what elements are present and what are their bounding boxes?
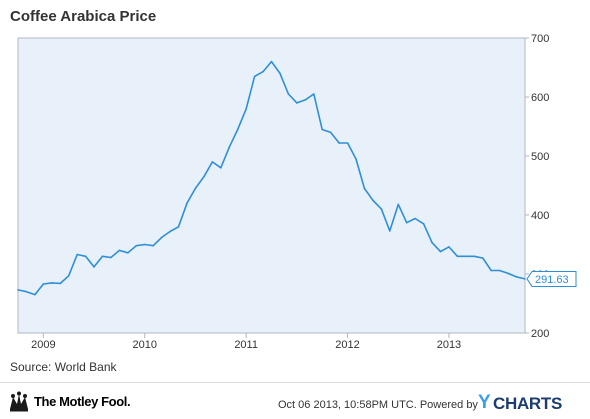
ycharts-logo[interactable]: Y CHARTS <box>478 392 588 414</box>
data-point <box>346 142 349 144</box>
data-point <box>490 269 493 272</box>
data-point <box>135 244 138 247</box>
y-tick-label: 700 <box>531 33 549 45</box>
y-tick-label: 500 <box>531 151 549 163</box>
motley-fool-wordmark: The Motley Fool. <box>34 394 131 409</box>
data-point <box>465 255 467 258</box>
data-point <box>152 244 154 247</box>
data-point <box>220 167 222 169</box>
data-point <box>177 226 180 228</box>
data-point <box>313 93 315 95</box>
data-point <box>422 223 425 225</box>
data-point <box>17 289 19 291</box>
data-point <box>270 60 273 63</box>
data-point <box>296 102 298 104</box>
data-point <box>34 293 36 296</box>
last-value-label: 291.63 <box>535 274 569 286</box>
data-point <box>414 217 416 220</box>
data-points <box>17 60 526 296</box>
y-tick-label: 600 <box>531 92 549 104</box>
data-point <box>287 93 290 95</box>
footer: The Motley Fool. Oct 06 2013, 10:58PM UT… <box>0 388 590 416</box>
timestamp: Oct 06 2013, 10:58PM UTC. Powered by <box>278 399 478 411</box>
data-point <box>228 146 231 148</box>
data-point <box>203 175 205 178</box>
y-tick-label: 200 <box>531 328 549 340</box>
data-point <box>84 255 87 258</box>
data-point <box>363 187 366 190</box>
data-point <box>355 158 357 160</box>
data-point <box>498 269 501 272</box>
x-tick-label: 2013 <box>437 339 461 351</box>
data-point <box>262 70 264 73</box>
x-tick-label: 2012 <box>335 339 359 351</box>
source-label: Source: World Bank <box>10 360 117 374</box>
data-point <box>93 266 95 268</box>
data-point <box>389 230 391 232</box>
jester-cap-icon <box>10 391 28 412</box>
data-point <box>127 252 129 254</box>
data-point <box>397 203 400 206</box>
data-point <box>439 250 442 253</box>
data-point <box>59 282 62 285</box>
data-point <box>338 142 340 144</box>
data-point <box>211 161 214 163</box>
data-point <box>372 199 374 202</box>
ycharts-y: Y <box>478 392 491 413</box>
plot-area <box>17 37 526 334</box>
data-point <box>482 257 484 259</box>
data-point <box>253 75 256 78</box>
last-value-box <box>526 270 577 287</box>
data-point <box>76 253 78 256</box>
data-point <box>245 108 247 110</box>
footer-divider <box>0 382 590 383</box>
data-point <box>524 278 526 280</box>
data-point <box>186 202 188 204</box>
data-point <box>194 187 197 190</box>
data-point <box>279 72 281 75</box>
x-tick-label: 2010 <box>133 339 157 351</box>
y-tick-label: 400 <box>531 210 549 222</box>
data-point <box>473 255 476 258</box>
data-point <box>448 246 450 248</box>
x-tick-label: 2009 <box>31 339 55 351</box>
data-point <box>144 243 146 246</box>
data-point <box>101 255 104 258</box>
data-point <box>118 249 121 252</box>
x-tick-label: 2011 <box>234 339 258 351</box>
ycharts-wordmark: CHARTS <box>493 394 563 413</box>
data-point <box>42 283 45 285</box>
motley-fool-logo[interactable]: The Motley Fool. <box>8 390 131 414</box>
data-point <box>321 128 324 131</box>
data-point <box>110 256 112 259</box>
data-point <box>380 208 383 210</box>
data-point <box>236 128 239 131</box>
data-point <box>304 99 307 101</box>
data-point <box>515 276 518 278</box>
data-point <box>67 275 70 277</box>
y-axis: 200300400500600700 <box>525 33 549 340</box>
data-point <box>405 221 408 224</box>
data-point <box>169 230 171 233</box>
last-value-marker: 291.63 <box>526 270 577 287</box>
data-point <box>507 272 509 275</box>
chart-title: Coffee Arabica Price <box>10 8 157 25</box>
x-axis: 2009 2010 2011 2012 2013 <box>31 333 461 351</box>
data-point <box>25 290 28 293</box>
data-point <box>160 236 163 239</box>
data-point <box>456 255 459 258</box>
data-point <box>329 131 332 134</box>
data-point <box>51 282 53 284</box>
data-point <box>431 241 433 244</box>
